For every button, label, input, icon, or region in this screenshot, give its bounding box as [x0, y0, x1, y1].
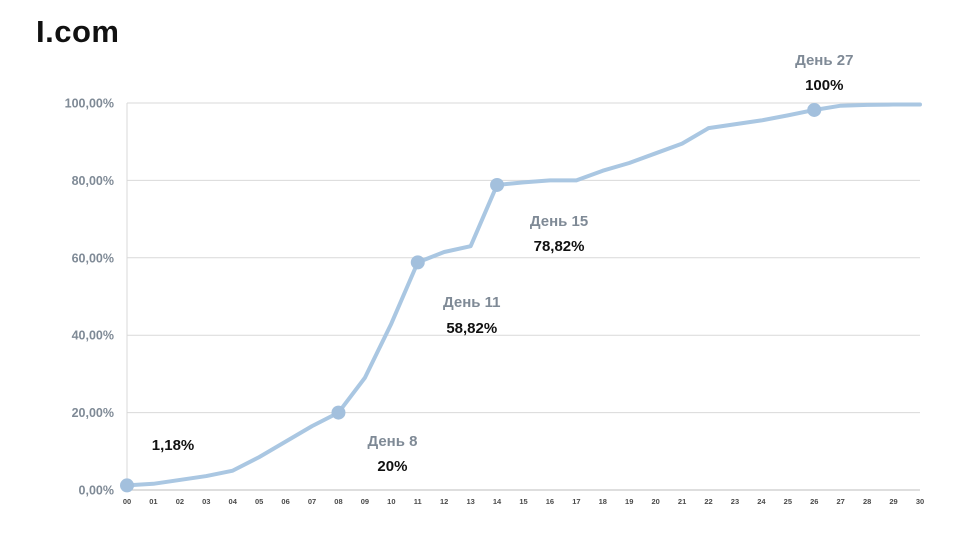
- annotation-value-label: 58,82%: [446, 319, 498, 337]
- data-point-marker: [331, 405, 346, 420]
- x-axis-tick-label: 22: [704, 497, 712, 506]
- x-axis-tick-label: 01: [149, 497, 157, 506]
- x-axis-tick-label: 06: [281, 497, 289, 506]
- point-annotation: День 15 78,82%: [530, 209, 588, 260]
- data-point-marker: [490, 177, 505, 192]
- point-annotation: День 8 20%: [367, 429, 417, 480]
- data-point-marker: [120, 478, 134, 493]
- annotation-day-label: День 8: [367, 432, 418, 450]
- point-annotation: День 11 58,82%: [443, 290, 501, 341]
- annotation-day-label: День 27: [795, 51, 854, 69]
- x-axis-tick-label: 18: [599, 497, 607, 506]
- x-axis-tick-label: 23: [731, 497, 739, 506]
- x-axis-tick-label: 25: [784, 497, 792, 506]
- x-axis-tick-label: 04: [229, 497, 238, 506]
- x-axis-tick-label: 26: [810, 497, 818, 506]
- x-axis-tick-label: 29: [889, 497, 897, 506]
- y-axis-tick-label: 60,00%: [72, 251, 114, 265]
- x-axis-tick-label: 13: [466, 497, 474, 506]
- y-axis-tick-label: 20,00%: [72, 406, 114, 420]
- x-axis-tick-label: 21: [678, 497, 686, 506]
- x-axis-tick-label: 05: [255, 497, 263, 506]
- annotation-value-label: 20%: [377, 458, 408, 476]
- x-axis-tick-label: 08: [334, 497, 342, 506]
- point-annotation: 1,18%: [152, 433, 195, 459]
- x-axis-tick-label: 07: [308, 497, 316, 506]
- x-axis-tick-label: 15: [519, 497, 527, 506]
- y-axis-tick-label: 0,00%: [79, 484, 114, 498]
- x-axis-tick-label: 10: [387, 497, 395, 506]
- y-axis-tick-label: 80,00%: [72, 174, 114, 188]
- x-axis-tick-label: 19: [625, 497, 633, 506]
- x-axis-tick-label: 14: [493, 497, 502, 506]
- x-axis-tick-label: 17: [572, 497, 580, 506]
- x-axis-tick-label: 24: [757, 497, 766, 506]
- x-axis-tick-label: 16: [546, 497, 554, 506]
- x-axis-tick-label: 03: [202, 497, 210, 506]
- data-point-marker: [807, 102, 822, 117]
- x-axis-tick-label: 30: [916, 497, 924, 506]
- x-axis-tick-label: 00: [123, 497, 131, 506]
- point-annotation: День 27 100%: [795, 48, 853, 99]
- data-line: [125, 102, 922, 488]
- annotation-value-label: 1,18%: [151, 437, 195, 455]
- x-axis-tick-label: 11: [414, 497, 422, 506]
- x-axis-tick-label: 09: [361, 497, 369, 506]
- data-point-marker: [410, 255, 425, 270]
- y-axis-tick-label: 100,00%: [65, 97, 114, 111]
- annotation-value-label: 100%: [805, 77, 844, 95]
- x-axis-tick-label: 28: [863, 497, 871, 506]
- x-axis-tick-label: 27: [837, 497, 845, 506]
- y-axis-tick-label: 40,00%: [72, 329, 114, 343]
- x-axis-tick-label: 02: [176, 497, 184, 506]
- company-logo: I.com: [36, 14, 120, 49]
- x-axis-tick-label: 12: [440, 497, 448, 506]
- annotation-day-label: День 11: [443, 294, 501, 312]
- x-axis-tick-label: 20: [651, 497, 659, 506]
- annotation-value-label: 78,82%: [533, 238, 585, 256]
- annotation-day-label: День 15: [529, 212, 589, 230]
